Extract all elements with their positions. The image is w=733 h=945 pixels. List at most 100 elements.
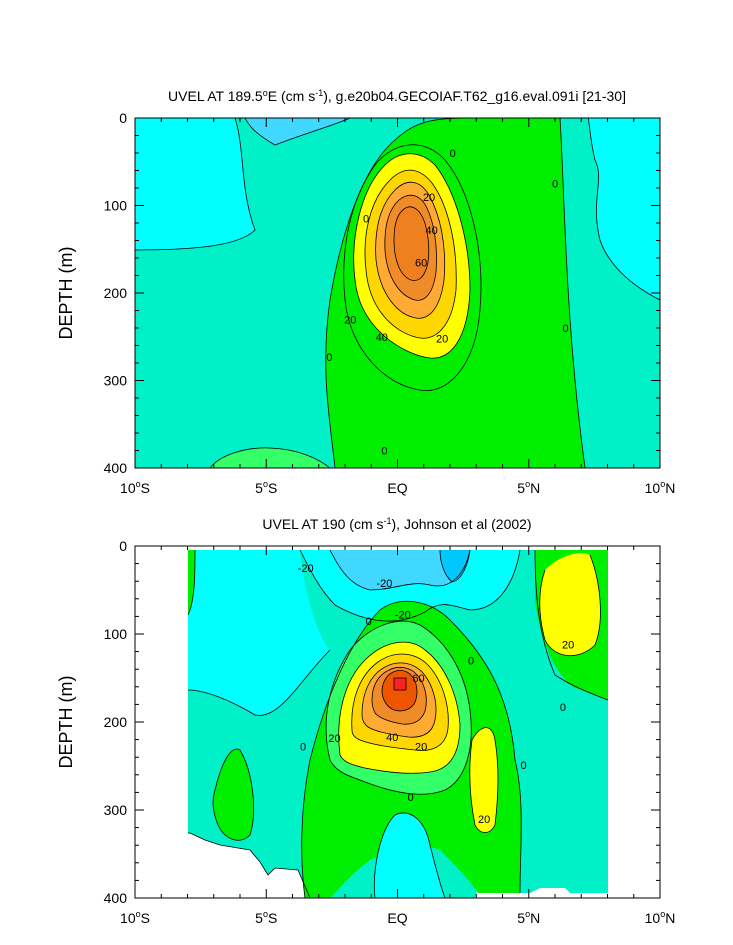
contour-label: -20	[298, 563, 314, 575]
contour-line-west-edge	[187, 549, 196, 616]
contour-line-deep-yellow-tongue	[469, 727, 499, 833]
contour-fill-level-minus-20	[330, 550, 470, 590]
contour-fill-west-edge-positive	[188, 550, 195, 615]
contour-fill-negative-west	[135, 118, 255, 250]
contour-label: 0	[560, 702, 566, 714]
panel-top: UVEL AT 189.5oE (cm s-1), g.e20b04.GECOI…	[56, 88, 675, 496]
panel-top-contour-fill	[135, 118, 660, 468]
contour-label: 40	[426, 225, 438, 237]
contour-line-level-50	[384, 194, 437, 301]
contour-label: 0	[363, 214, 369, 226]
contour-line-level-40	[375, 181, 446, 319]
contour-line-level-20	[338, 641, 461, 774]
y-tick-label: 400	[104, 890, 128, 906]
contour-label: 0	[552, 179, 558, 191]
panel-top-title: UVEL AT 189.5oE (cm s-1), g.e20b04.GECOI…	[168, 88, 626, 104]
contour-line-level-50	[371, 666, 427, 725]
contour-label: 0	[468, 655, 474, 667]
contour-fill-level-60	[382, 670, 417, 711]
panel-bottom-contour-fill	[135, 546, 660, 898]
contour-label: 60	[415, 257, 427, 269]
x-tick-label: EQ	[387, 480, 407, 496]
contour-line-level-minus-20	[329, 549, 471, 591]
panel-top-ylabel: DEPTH (m)	[56, 247, 76, 340]
contour-line-level-60	[381, 670, 418, 712]
x-tick-label: 10oN	[645, 909, 676, 926]
panel-bottom-contour-labels: -20 -20 -20 0 20 0 60 0 20 40 20 0 0 0 20	[298, 563, 575, 826]
y-tick-label: 200	[104, 285, 128, 301]
contour-label: -20	[395, 610, 411, 622]
contour-label: 20	[423, 192, 435, 204]
contour-fill-negative-west	[188, 550, 330, 716]
panel-bottom: UVEL AT 190 (cm s-1), Johnson et al (200…	[56, 516, 675, 926]
panel-bottom-title: UVEL AT 190 (cm s-1), Johnson et al (200…	[262, 516, 531, 532]
x-tick-label: 10oS	[120, 479, 150, 496]
contour-line-level-40	[361, 662, 437, 738]
contour-fill-east-level-20	[539, 553, 601, 656]
contour-label: 20	[562, 640, 574, 652]
contour-fill-level-minus-30	[440, 550, 470, 582]
contour-fill-deep-negative	[374, 813, 445, 898]
contour-line-zero-west-core	[325, 118, 471, 468]
contour-line-zero-west	[187, 649, 331, 716]
contour-line-level-20	[353, 153, 471, 359]
y-tick-label: 100	[104, 626, 128, 642]
contour-label: 20	[436, 334, 448, 346]
contour-fill-negative-top	[245, 118, 350, 145]
contour-line-level-30	[351, 653, 449, 751]
contour-label: 0	[520, 760, 526, 772]
panel-bottom-ylabel: DEPTH (m)	[56, 676, 76, 769]
contour-line-level-minus-30	[439, 549, 471, 583]
contour-line-zero-east	[587, 118, 660, 301]
contour-line-data-edge	[188, 832, 311, 898]
contour-line-zero-east-core	[559, 118, 586, 468]
contour-label: 0	[408, 792, 414, 804]
contour-fill-deep-yellow-tongue	[469, 727, 499, 833]
contour-label: 20	[344, 314, 356, 326]
contour-label: 20	[415, 742, 427, 754]
x-tick-label: 10oN	[645, 479, 676, 496]
contour-line-zero-core	[301, 600, 522, 898]
contour-label: 40	[376, 332, 388, 344]
contour-line-level-10	[343, 144, 482, 392]
contour-line-deep-west	[209, 447, 331, 468]
contour-fill-negative-east	[588, 118, 660, 300]
contour-line-zero-top	[299, 549, 521, 622]
contour-line-level-70	[393, 677, 407, 691]
contour-line-level-10	[325, 620, 472, 795]
contour-line-deep-negative	[374, 812, 446, 898]
x-tick-label: 5oN	[517, 909, 540, 926]
y-tick-label: 200	[104, 714, 128, 730]
y-tick-label: 0	[119, 538, 127, 554]
x-tick-label: 5oS	[255, 479, 277, 496]
contour-label: 0	[381, 446, 387, 458]
y-tick-label: 0	[119, 110, 127, 126]
y-tick-label: 400	[104, 460, 128, 476]
x-tick-label: EQ	[387, 910, 407, 926]
contour-line-zero-west	[135, 118, 256, 251]
y-tick-label: 100	[104, 198, 128, 214]
contour-line-east-level-20	[539, 554, 601, 657]
contour-label: 0	[450, 148, 456, 160]
contour-fill-level-60	[394, 206, 429, 281]
x-tick-label: 10oS	[120, 909, 150, 926]
contour-label: 0	[300, 742, 306, 754]
contour-line-zero-east	[534, 549, 609, 701]
contour-label: 0	[366, 616, 372, 628]
contour-fill-west-deep-positive	[213, 749, 254, 841]
contour-label: 20	[478, 814, 490, 826]
y-tick-label: 300	[104, 802, 128, 818]
contour-label: 60	[412, 673, 424, 685]
contour-label: 0	[562, 323, 568, 335]
contour-label: 40	[386, 732, 398, 744]
contour-line-negative-top	[244, 118, 351, 146]
contour-label: 20	[328, 733, 340, 745]
contour-fill-core-max	[394, 678, 406, 690]
y-tick-label: 300	[104, 373, 128, 389]
contour-line-west-deep-positive	[212, 748, 255, 841]
x-tick-label: 5oS	[255, 909, 277, 926]
contour-line-level-60	[393, 206, 430, 281]
